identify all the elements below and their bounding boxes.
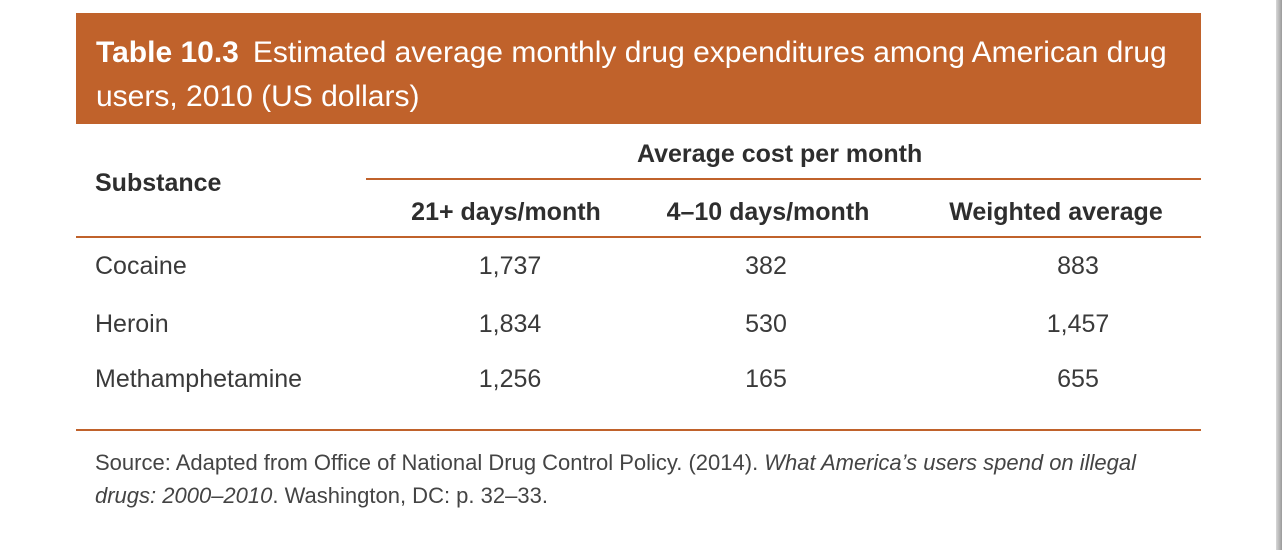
column-header-21-days: 21+ days/month	[411, 198, 601, 226]
table-title: Estimated average monthly drug expenditu…	[96, 36, 1167, 113]
table-cell: 530	[745, 310, 787, 338]
table-cell: 1,737	[478, 252, 542, 280]
source-prefix: Source: Adapted from Office of National …	[95, 450, 765, 475]
column-header-4-10-days: 4–10 days/month	[666, 198, 870, 226]
table-cell: 382	[745, 252, 787, 280]
group-header: Average cost per month	[637, 140, 923, 168]
page-edge	[1276, 0, 1282, 550]
table-cell: 655	[1057, 365, 1099, 393]
table-title-bar: Table 10.3 Estimated average monthly drug…	[76, 13, 1201, 124]
table-cell: 1,834	[478, 310, 542, 338]
table-cell: 883	[1057, 252, 1099, 280]
group-header-rule	[366, 178, 1201, 180]
source-suffix: . Washington, DC: p. 32–33.	[272, 483, 548, 508]
table-bottom-rule	[76, 429, 1201, 431]
table-label: Table 10.3	[96, 36, 239, 69]
row-header-substance: Substance	[95, 169, 222, 197]
table-cell: 165	[745, 365, 787, 393]
source-note: Source: Adapted from Office of National …	[95, 446, 1195, 512]
source-title: What America’s users spend on illegal dr…	[95, 450, 1137, 508]
table-cell: 1,457	[1046, 310, 1110, 338]
table-row-label: Heroin	[95, 310, 169, 338]
table-cell: 1,256	[478, 365, 542, 393]
column-header-weighted-average: Weighted average	[949, 198, 1163, 226]
table-row-label: Methamphetamine	[95, 365, 303, 393]
header-rule	[76, 236, 1201, 238]
table-row-label: Cocaine	[95, 252, 187, 280]
